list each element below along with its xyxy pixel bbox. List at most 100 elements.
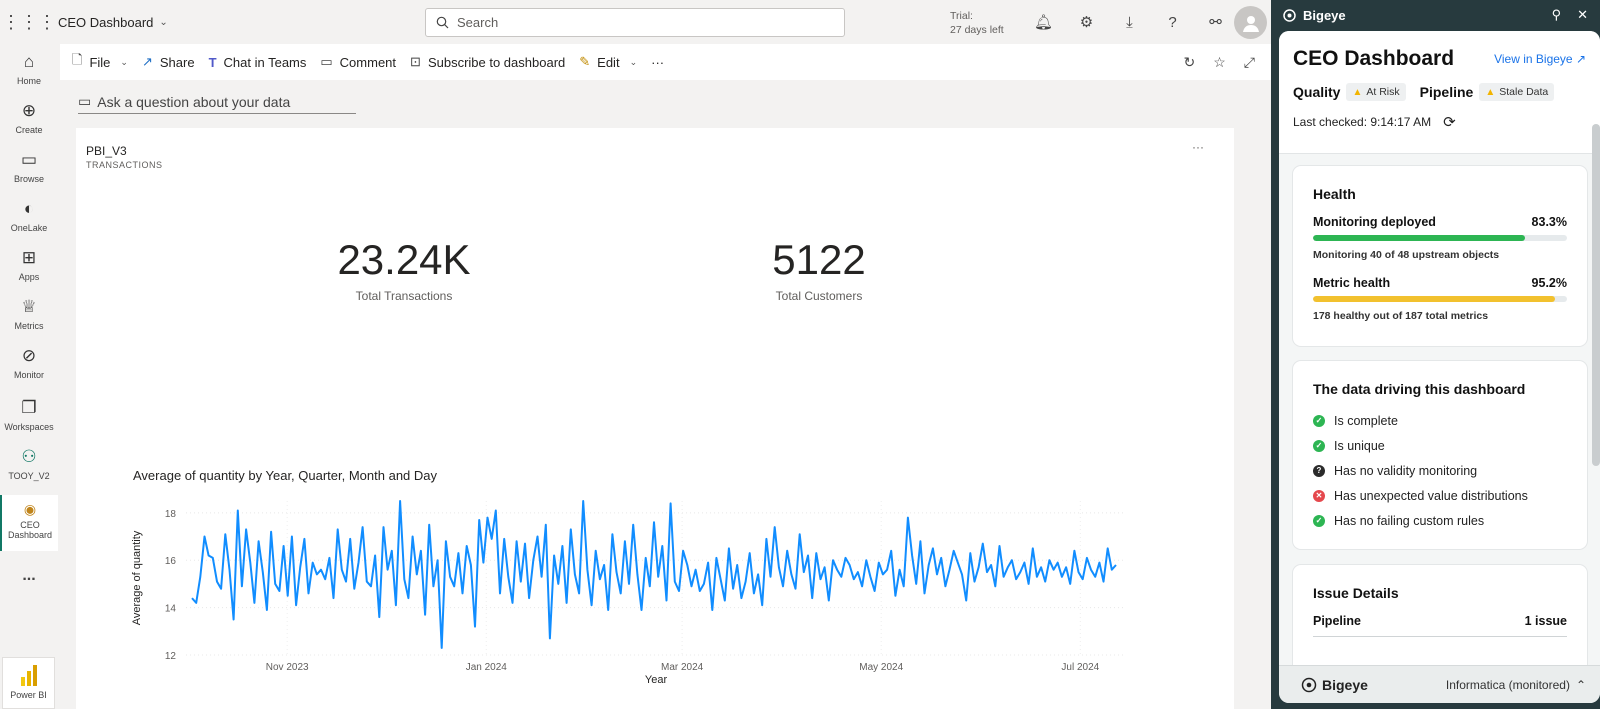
comment-button[interactable]: ▭ Comment xyxy=(320,54,396,70)
tile-subtitle: TRANSACTIONS xyxy=(86,160,163,170)
monitoring-pct: 83.3% xyxy=(1531,215,1567,229)
nav-metrics[interactable]: ♕ Metrics xyxy=(0,297,58,331)
unpin-icon[interactable]: ⚲ xyxy=(1551,7,1562,22)
dashboard-icon: ◉ xyxy=(23,501,37,517)
edit-menu[interactable]: ✎ Edit ⌄ xyxy=(579,54,637,70)
nav-label: Monitor xyxy=(13,370,44,380)
favorite-star-icon[interactable]: ☆ xyxy=(1213,53,1226,70)
issue-details-title: Issue Details xyxy=(1313,585,1399,601)
help-icon[interactable]: ? xyxy=(1168,13,1177,31)
nav-label: Metrics xyxy=(14,321,44,331)
line-chart[interactable]: 12 14 16 18 Nov 2023 Jan 2024 Mar 2024 May 2024… xyxy=(126,493,1146,688)
bigeye-body: CEO Dashboard View in Bigeye ↗ Quality ▲… xyxy=(1279,31,1600,703)
check-circle-icon: ✓ xyxy=(1313,514,1325,527)
trial-status: Trial: 27 days left xyxy=(950,9,1004,37)
app-launcher-icon[interactable]: ⋮⋮⋮ xyxy=(2,11,56,32)
nav-ceo-dashboard[interactable]: ◉ CEO Dashboard xyxy=(0,495,58,551)
pipeline-status-badge: ▲ Stale Data xyxy=(1479,83,1555,101)
check-item-label: Has no validity monitoring xyxy=(1334,463,1478,478)
settings-gear-icon[interactable]: ⚙ xyxy=(1079,14,1094,31)
x-tick-label: Mar 2024 xyxy=(661,662,704,673)
bigeye-summary: CEO Dashboard View in Bigeye ↗ Quality ▲… xyxy=(1279,31,1600,154)
quality-label: Quality xyxy=(1293,84,1341,100)
tile-more-options-icon[interactable]: ··· xyxy=(1192,140,1204,154)
user-icon xyxy=(1242,15,1259,32)
subscribe-button[interactable]: ⊡ Subscribe to dashboard xyxy=(410,54,565,70)
qa-input[interactable]: ▭ Ask a question about your data xyxy=(78,90,356,114)
y-tick-label: 14 xyxy=(165,604,177,615)
bigeye-logo-icon xyxy=(1301,677,1317,692)
teams-icon: T xyxy=(208,54,217,70)
notifications-icon[interactable]: 🔔︎ xyxy=(1033,14,1054,31)
question-circle-icon: ? xyxy=(1313,464,1325,477)
dashboard-tile[interactable]: PBI_V3 TRANSACTIONS ··· 23.24K Total Tra… xyxy=(76,128,1234,709)
nav-apps[interactable]: ⊞ Apps xyxy=(0,248,58,282)
power-bi-switcher[interactable]: Power BI xyxy=(2,657,55,709)
check-item-label: Has unexpected value distributions xyxy=(1334,488,1528,503)
refresh-icon[interactable]: ⟳ xyxy=(1443,114,1456,131)
panel-scrollbar[interactable] xyxy=(1592,124,1600,466)
plus-icon: ⊕ xyxy=(21,101,37,120)
file-menu[interactable]: 🗋︎ File ⌄ xyxy=(72,51,128,73)
close-icon[interactable]: ✕ xyxy=(1577,7,1588,22)
subscribe-label: Subscribe to dashboard xyxy=(427,54,566,70)
nav-create[interactable]: ⊕ Create xyxy=(0,101,58,135)
home-icon: ⌂ xyxy=(23,52,35,71)
search-icon xyxy=(436,16,449,29)
view-in-bigeye-link[interactable]: View in Bigeye ↗ xyxy=(1494,52,1586,66)
check-circle-icon: ✓ xyxy=(1313,414,1325,427)
nav-label: Apps xyxy=(18,272,40,282)
chart-title: Average of quantity by Year, Quarter, Mo… xyxy=(133,468,438,483)
nav-workspace-tooy[interactable]: ⚇ TOOY_V2 xyxy=(0,447,58,481)
data-driving-card: The data driving this dashboard ✓ Is comp… xyxy=(1293,361,1587,549)
nav-home[interactable]: ⌂ Home xyxy=(0,52,58,86)
bigeye-footer: Bigeye Informatica (monitored) ⌃ xyxy=(1279,665,1600,703)
check-item: ✓ Has no failing custom rules xyxy=(1313,508,1567,533)
issue-row-pipeline[interactable]: Pipeline 1 issue xyxy=(1313,614,1567,637)
nav-workspaces[interactable]: ❐ Workspaces xyxy=(0,398,58,432)
qa-placeholder: Ask a question about your data xyxy=(97,93,291,110)
nav-browse[interactable]: ▭ Browse xyxy=(0,150,58,184)
check-item: ✓ Is unique xyxy=(1313,433,1567,458)
nav-label: Create xyxy=(15,125,43,135)
trial-days-left: 27 days left xyxy=(950,24,1004,36)
fullscreen-icon[interactable]: ⤢ xyxy=(1243,53,1255,70)
workspace-group-icon: ⚇ xyxy=(21,447,37,466)
health-card: Health Monitoring deployed 83.3% Monitor… xyxy=(1293,166,1587,346)
x-tick-label: May 2024 xyxy=(859,662,903,673)
chat-in-teams-button[interactable]: T Chat in Teams xyxy=(209,55,307,70)
refresh-icon[interactable]: ↻ xyxy=(1183,53,1196,70)
data-driving-title: The data driving this dashboard xyxy=(1313,381,1526,397)
quality-badge-label: At Risk xyxy=(1366,86,1400,98)
view-in-bigeye-label: View in Bigeye xyxy=(1494,52,1573,66)
nav-onelake[interactable]: ◐ OneLake xyxy=(0,199,58,233)
bigeye-header: Bigeye ⚲ ✕ xyxy=(1271,0,1600,30)
source-selector[interactable]: Informatica (monitored) ⌃ xyxy=(1446,678,1586,692)
search-placeholder: Search xyxy=(457,15,499,30)
metric-health-pct: 95.2% xyxy=(1531,276,1567,290)
check-item-label: Has no failing custom rules xyxy=(1334,513,1485,528)
nav-label: OneLake xyxy=(10,223,48,233)
app-title-dropdown[interactable]: CEO Dashboard ⌄ xyxy=(58,15,168,30)
chat-label: Chat in Teams xyxy=(223,54,307,70)
qa-chat-icon: ▭ xyxy=(78,93,92,109)
dashboard-canvas: ▭ Ask a question about your data PBI_V3 … xyxy=(60,80,1271,709)
left-nav: ⌂ Home ⊕ Create ▭ Browse ◐ OneLake ⊞ App… xyxy=(0,44,58,709)
check-item: ✓ Is complete xyxy=(1313,408,1567,433)
more-options-button[interactable]: ··· xyxy=(651,54,665,70)
download-icon[interactable]: ⤓ xyxy=(1126,13,1133,31)
nav-monitor[interactable]: ⊘ Monitor xyxy=(0,346,58,380)
nav-more-icon[interactable]: ... xyxy=(22,567,36,584)
metric-health-progress-fill xyxy=(1313,296,1555,302)
edit-label: Edit xyxy=(597,54,620,70)
search-input[interactable]: Search xyxy=(425,8,845,37)
monitoring-deployed-row: Monitoring deployed 83.3% xyxy=(1313,215,1567,229)
pencil-icon: ✎ xyxy=(579,54,591,69)
subscribe-icon: ⊡ xyxy=(410,54,421,69)
x-axis-label: Year xyxy=(645,674,668,686)
trophy-icon: ♕ xyxy=(21,297,37,316)
share-button[interactable]: ↗ Share xyxy=(142,54,195,70)
y-tick-label: 12 xyxy=(165,651,177,662)
share-feedback-icon[interactable]: ⚯ xyxy=(1209,14,1222,31)
avatar[interactable] xyxy=(1234,6,1267,39)
